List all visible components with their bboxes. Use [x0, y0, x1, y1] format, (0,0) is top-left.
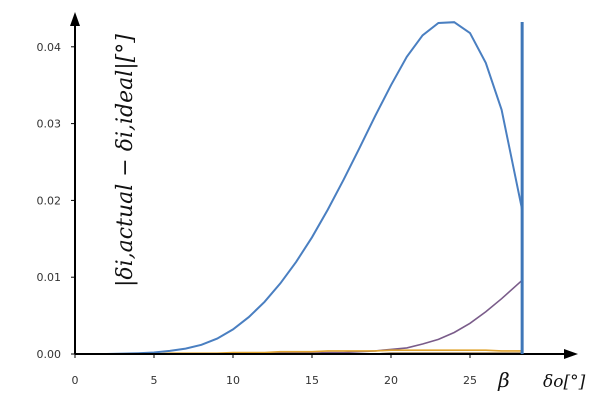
y-tick-label: 0.00 — [37, 348, 62, 361]
x-tick-label: 20 — [384, 374, 398, 387]
x-tick-label: 0 — [72, 374, 79, 387]
beta-marker-label: β — [497, 368, 510, 392]
y-tick-label: 0.03 — [37, 118, 62, 131]
tick-layer: 0 5 10 15 20 25 0.00 0.01 0.02 0.03 0.04 — [37, 41, 478, 387]
y-axis-label: |δi,actual − δi,ideal|[°] — [113, 34, 138, 287]
y-tick-label: 0.01 — [37, 271, 62, 284]
x-tick-label: 10 — [226, 374, 240, 387]
series-line-1 — [75, 21, 524, 355]
series-layer — [75, 21, 524, 355]
x-axis-label: δo[°] — [543, 372, 586, 392]
x-axis-arrow — [564, 349, 578, 359]
x-tick-label: 5 — [151, 374, 158, 387]
y-axis-arrow — [70, 12, 80, 26]
y-tick-label: 0.04 — [37, 41, 62, 54]
x-tick-label: 25 — [463, 374, 477, 387]
x-tick-label: 15 — [305, 374, 319, 387]
series-line-2 — [75, 279, 523, 355]
y-tick-label: 0.02 — [37, 194, 62, 207]
